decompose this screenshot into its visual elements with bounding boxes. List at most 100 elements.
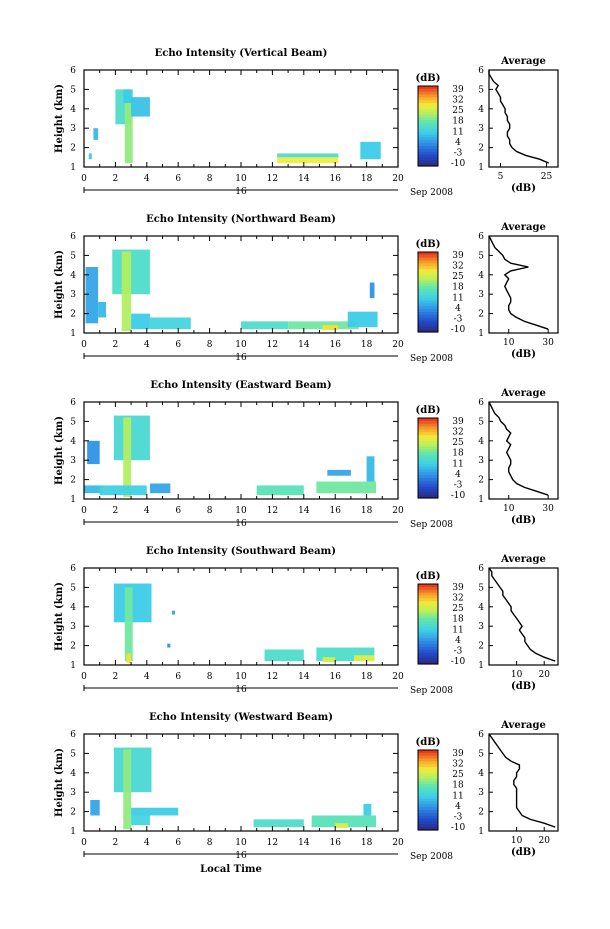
colorbar-step xyxy=(418,606,438,611)
colorbar-tick-label: 4 xyxy=(455,304,461,314)
colorbar-tick-label: 32 xyxy=(452,96,463,106)
x-tick-label: 6 xyxy=(175,174,181,184)
average-profile-line xyxy=(488,567,556,662)
colorbar-step xyxy=(418,801,438,805)
echo-regions xyxy=(113,583,375,664)
colorbar-unit: (dB) xyxy=(416,73,441,84)
colorbar-step xyxy=(418,289,438,293)
colorbar-step xyxy=(418,469,438,473)
x-tick-label: 0 xyxy=(81,174,87,184)
colorbar-step xyxy=(418,804,438,808)
y-tick-label: 6 xyxy=(70,564,76,574)
echo-region xyxy=(277,153,339,158)
echo-region xyxy=(87,440,100,465)
colorbar-step xyxy=(418,629,438,634)
colorbar-step xyxy=(418,148,438,153)
average-x-tick-label: 25 xyxy=(541,172,553,182)
y-tick-label: 3 xyxy=(70,788,76,798)
colorbar-step xyxy=(418,821,438,825)
echo-region xyxy=(93,128,99,140)
colorbar-tick-label: 25 xyxy=(452,438,464,448)
average-y-tick-label: 5 xyxy=(478,417,484,427)
average-y-tick-label: 1 xyxy=(478,827,484,837)
colorbar-tick-label: 39 xyxy=(452,583,464,593)
echo-region xyxy=(311,815,377,828)
colorbar-step xyxy=(418,297,438,302)
colorbar-tick-label: 39 xyxy=(452,85,464,95)
colorbar-step xyxy=(418,618,438,622)
colorbar-tick-label: -10 xyxy=(451,657,466,667)
y-tick-label: 1 xyxy=(70,495,76,505)
x-tick-label: 4 xyxy=(144,672,150,682)
colorbar-tick-label: -10 xyxy=(451,325,466,335)
x-tick-label: 4 xyxy=(144,174,150,184)
date-label: Sep 2008 xyxy=(410,188,453,198)
colorbar-tick-label: 18 xyxy=(452,615,464,625)
colorbar-frame xyxy=(417,251,439,333)
average-y-tick-label: 2 xyxy=(478,642,484,652)
colorbar-step xyxy=(418,440,438,445)
colorbar-step xyxy=(418,94,438,99)
y-tick-label: 5 xyxy=(70,85,76,95)
x-tick-label: 2 xyxy=(113,838,119,848)
colorbar-step xyxy=(418,418,438,422)
x-tick-label: 14 xyxy=(298,174,310,184)
colorbar-tick-label: 4 xyxy=(455,138,461,148)
x-tick-label: 20 xyxy=(392,672,404,682)
colorbar-tick-label: 18 xyxy=(452,781,464,791)
colorbar-step xyxy=(418,123,438,127)
y-tick-label: 6 xyxy=(70,398,76,408)
colorbar-step xyxy=(418,443,438,448)
colorbar-tick-label: 39 xyxy=(452,749,464,759)
y-tick-label: 2 xyxy=(70,144,76,154)
average-x-label: (dB) xyxy=(511,515,536,526)
colorbar-tick-label: -3 xyxy=(454,148,463,158)
echo-region xyxy=(241,321,289,330)
average-y-tick-label: 5 xyxy=(478,583,484,593)
colorbar-step xyxy=(418,767,438,771)
y-tick-label: 6 xyxy=(70,232,76,242)
average-x-tick-label: 10 xyxy=(511,836,523,846)
y-tick-label: 4 xyxy=(70,105,76,115)
y-tick-label: 1 xyxy=(70,661,76,671)
x-tick-label: 18 xyxy=(361,838,373,848)
colorbar-step xyxy=(418,635,438,639)
average-x-tick-label: 30 xyxy=(542,338,554,348)
x-tick-label: 14 xyxy=(298,838,310,848)
colorbar-step xyxy=(418,160,438,164)
echo-region xyxy=(149,317,191,330)
colorbar-step xyxy=(418,661,438,665)
colorbar-step xyxy=(418,778,438,783)
colorbar-step xyxy=(418,466,438,471)
colorbar-step xyxy=(418,790,438,794)
average-y-tick-label: 4 xyxy=(478,271,484,281)
colorbar-tick-label: 25 xyxy=(452,770,464,780)
colorbar-step xyxy=(418,652,438,657)
colorbar-step xyxy=(418,615,438,619)
colorbar-tick-label: -3 xyxy=(454,646,463,656)
colorbar-step xyxy=(418,111,438,116)
average-title: Average xyxy=(500,56,546,67)
average-frame xyxy=(488,401,559,500)
colorbar-unit: (dB) xyxy=(416,571,441,582)
colorbar-step xyxy=(418,604,438,608)
x-tick-label: 18 xyxy=(361,506,373,516)
average-y-tick-label: 5 xyxy=(478,251,484,261)
echo-region xyxy=(98,301,106,318)
colorbar-tick-label: 11 xyxy=(452,791,463,801)
x-tick-label: 8 xyxy=(207,672,213,682)
x-tick-label: 12 xyxy=(267,672,278,682)
x-tick-label: 6 xyxy=(175,340,181,350)
colorbar-step xyxy=(418,807,438,811)
colorbar-step xyxy=(418,157,438,161)
date-marker: 16 xyxy=(235,685,247,695)
x-tick-label: 16 xyxy=(329,174,341,184)
y-tick-label: 2 xyxy=(70,808,76,818)
average-title: Average xyxy=(500,222,546,233)
colorbar-step xyxy=(418,489,438,493)
colorbar-step xyxy=(418,492,438,496)
colorbar-step xyxy=(418,621,438,625)
echo-region xyxy=(322,325,339,331)
colorbar-frame xyxy=(417,85,439,167)
echo-region xyxy=(113,583,152,623)
